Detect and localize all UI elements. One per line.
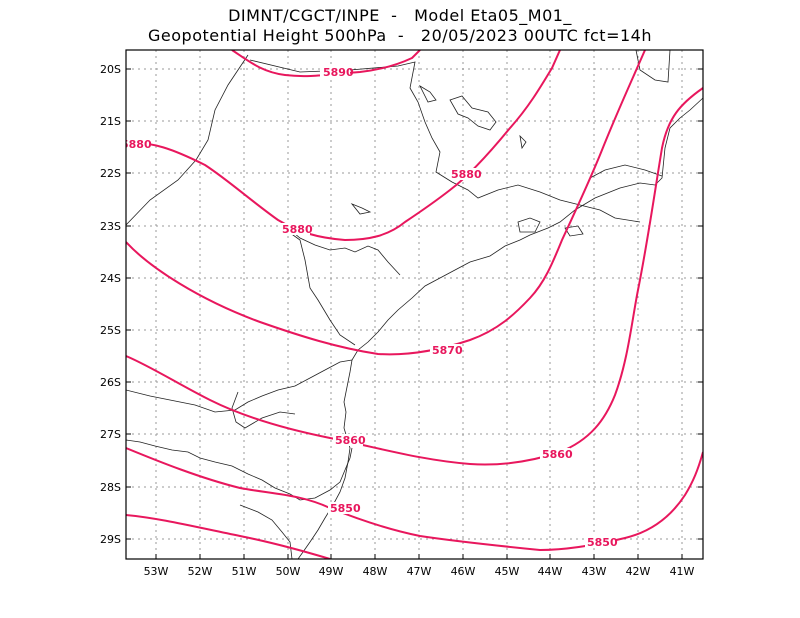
uruguay-border [239,504,293,559]
contour-label-5850: 5850 [330,502,361,515]
lat-tick-label: 25S [100,324,121,337]
contour-label-5860: 5860 [335,434,366,447]
lat-tick-marks [126,68,703,540]
lakes [350,84,527,215]
state-border-rj-mg [589,164,663,179]
lon-tick-label: 45W [495,565,520,578]
lat-tick-label: 26S [100,376,121,389]
lat-tick-labels: 20S 21S 22S 23S 24S 25S 26S 27S 28S 29S [100,63,121,546]
contour-label-5850: 5850 [587,536,618,549]
map-frame [125,49,704,560]
title-line-1: DIMNT/CGCT/INPE - Model Eta05_M01_ [228,6,572,25]
lat-tick-label: 21S [100,115,121,128]
lon-tick-label: 42W [626,565,651,578]
contour-label-boxes [126,66,615,548]
lat-tick-label: 23S [100,220,121,233]
contour-label-5880: 5880 [451,168,482,181]
islands [517,217,584,237]
lon-tick-label: 50W [276,565,301,578]
argentina-border [231,391,296,429]
lon-tick-label: 41W [670,565,695,578]
contour-labels: 5890 5880 5880 5880 5870 5860 5860 5850 … [121,66,618,549]
contour-label-5860: 5860 [542,448,573,461]
contour-5850 [126,447,703,552]
lat-tick-label: 20S [100,63,121,76]
lon-tick-label: 46W [451,565,476,578]
grid-lines [126,50,703,559]
state-border-pr-sc [126,359,353,413]
lat-tick-label: 28S [100,481,121,494]
lon-tick-label: 44W [538,565,563,578]
geopotential-contours [126,50,703,559]
lon-tick-label: 48W [363,565,388,578]
lon-tick-label: 49W [319,565,344,578]
contour-5840 [126,514,331,559]
parana-river [285,229,356,346]
lon-tick-label: 51W [232,565,257,578]
contour-label-5870: 5870 [432,344,463,357]
state-border-ms [126,54,249,226]
lon-tick-label: 47W [407,565,432,578]
contour-label-5890: 5890 [323,66,354,79]
contour-5880-left [126,50,561,242]
coastline-and-borders [126,50,703,559]
contour-label-5880: 5880 [121,138,152,151]
lon-tick-label: 52W [188,565,213,578]
lon-tick-label: 53W [144,565,169,578]
lon-tick-labels: 53W 52W 51W 50W 49W 48W 47W 46W 45W 44W … [144,565,695,578]
contour-label-5880: 5880 [282,223,313,236]
lat-tick-label: 27S [100,428,121,441]
lon-tick-label: 43W [582,565,607,578]
title-line-2: Geopotential Height 500hPa - 20/05/2023 … [148,26,652,45]
state-border-sp-mg [249,59,641,223]
contour-5870 [126,50,646,356]
lat-tick-label: 24S [100,272,121,285]
lat-tick-label: 22S [100,167,121,180]
state-border-sc-rs [126,439,353,501]
lon-tick-marks [155,554,683,559]
contour-5860 [126,87,703,466]
coastline [297,97,703,559]
state-border-mg-es [635,50,671,83]
lat-tick-label: 29S [100,533,121,546]
state-border-sp-pr [287,227,401,276]
